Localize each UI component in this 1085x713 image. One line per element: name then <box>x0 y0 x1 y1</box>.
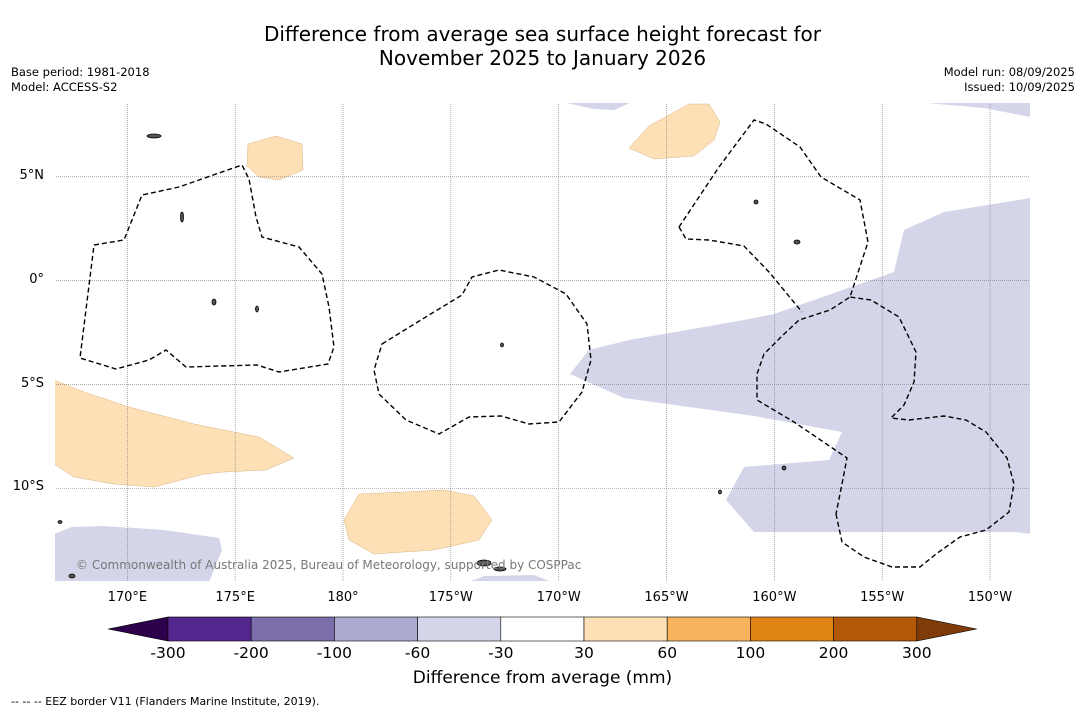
colorbar-bin <box>833 616 918 642</box>
colorbar-bin <box>167 616 252 642</box>
longitude-tick-label: 155°W <box>860 590 905 605</box>
colorbar-under-arrow <box>107 616 169 642</box>
longitude-tick-label: 175°E <box>215 590 255 605</box>
eez-border-west <box>79 164 335 373</box>
longitude-tick-label: 175°W <box>428 590 473 605</box>
lavender-region-south <box>469 575 552 582</box>
latitude-tick-label: 5°N <box>19 167 45 183</box>
peach-region-northeast <box>628 103 721 160</box>
peach-region-south <box>343 489 493 555</box>
island <box>476 559 492 567</box>
peach-region-north <box>246 135 304 181</box>
colorbar-tick-label: -60 <box>405 644 430 662</box>
colorbar-tick-label: -30 <box>488 644 513 662</box>
title-line-1: Difference from average sea surface heig… <box>263 22 822 46</box>
metadata-left: Base period: 1981-2018 Model: ACCESS-S2 <box>11 65 150 95</box>
base-period: Base period: 1981-2018 <box>11 65 150 79</box>
lavender-region-east <box>570 198 1031 534</box>
lavender-region-southwest <box>54 526 222 582</box>
eez-border-northeast <box>678 119 869 515</box>
colorbar-tick-label: 200 <box>819 644 849 662</box>
colorbar-labels: -300 -200 -100 -60 -30 30 60 100 200 300 <box>150 644 931 662</box>
eez-border-phoenix-link <box>678 226 803 313</box>
model-run: Model run: 08/09/2025 <box>943 65 1075 79</box>
island <box>753 199 759 205</box>
island <box>68 573 76 579</box>
colorbar-tick-label: 30 <box>574 644 594 662</box>
longitude-tick-label: 160°W <box>752 590 797 605</box>
colorbar-over-arrow <box>916 616 977 642</box>
colorbar-bin <box>334 616 418 642</box>
island <box>211 298 217 306</box>
island <box>793 239 801 245</box>
island <box>57 520 63 524</box>
colorbar-tick-label: -100 <box>317 644 352 662</box>
colorbar-tick-label: 300 <box>902 644 932 662</box>
island <box>146 133 162 139</box>
island <box>180 211 184 223</box>
islands <box>57 133 801 579</box>
map-panel <box>54 102 1031 582</box>
peach-region-west <box>54 379 295 488</box>
colorbar-title: Difference from average (mm) <box>412 668 673 688</box>
eez-border-southeast <box>835 296 1015 568</box>
colorbar-bins <box>107 616 977 642</box>
longitude-tick-label: 180° <box>327 590 359 605</box>
colorbar-bin <box>250 616 335 642</box>
eez-legend-note: -- -- -- EEZ border V11 (Flanders Marine… <box>11 695 320 708</box>
lavender-region-northeast <box>916 102 1031 117</box>
longitude-tick-label: 165°W <box>644 590 689 605</box>
title-line-2: November 2025 to January 2026 <box>378 46 707 70</box>
colorbar-bin <box>583 616 668 642</box>
map-frame <box>54 102 1031 582</box>
eez-borders <box>79 119 1015 568</box>
model-name: Model: ACCESS-S2 <box>11 80 118 94</box>
colorbar-tick-label: 60 <box>657 644 677 662</box>
latitude-tick-label: 10°S <box>12 479 44 495</box>
colorbar-bin <box>417 616 502 642</box>
copyright-notice: © Commonwealth of Australia 2025, Bureau… <box>76 558 582 572</box>
island <box>500 342 504 348</box>
gridlines <box>54 102 1031 582</box>
lavender-region-north <box>562 102 632 110</box>
island <box>493 566 507 572</box>
island <box>781 465 787 471</box>
colorbar: -300 -200 -100 -60 -30 30 60 100 200 300 <box>107 616 977 662</box>
latitude-tick-label: 0° <box>29 271 44 287</box>
colorbar-tick-label: -200 <box>234 644 269 662</box>
colorbar-bin <box>750 616 834 642</box>
longitude-tick-label: 170°E <box>107 590 148 605</box>
island <box>718 489 722 495</box>
eez-border-central <box>373 269 592 435</box>
latitude-tick-label: 5°S <box>20 375 44 391</box>
map-title: Difference from average sea surface heig… <box>0 22 1085 70</box>
colorbar-bin <box>500 616 585 642</box>
anomaly-fills <box>54 102 1031 582</box>
colorbar-tick-label: 100 <box>736 644 766 662</box>
issued-date: Issued: 10/09/2025 <box>964 80 1075 94</box>
island <box>255 305 259 313</box>
colorbar-tick-label: -300 <box>150 644 185 662</box>
longitude-tick-label: 150°W <box>967 590 1013 605</box>
colorbar-bin <box>666 616 751 642</box>
metadata-right: Model run: 08/09/2025 Issued: 10/09/2025 <box>944 65 1075 95</box>
longitude-tick-label: 170°W <box>536 590 581 605</box>
